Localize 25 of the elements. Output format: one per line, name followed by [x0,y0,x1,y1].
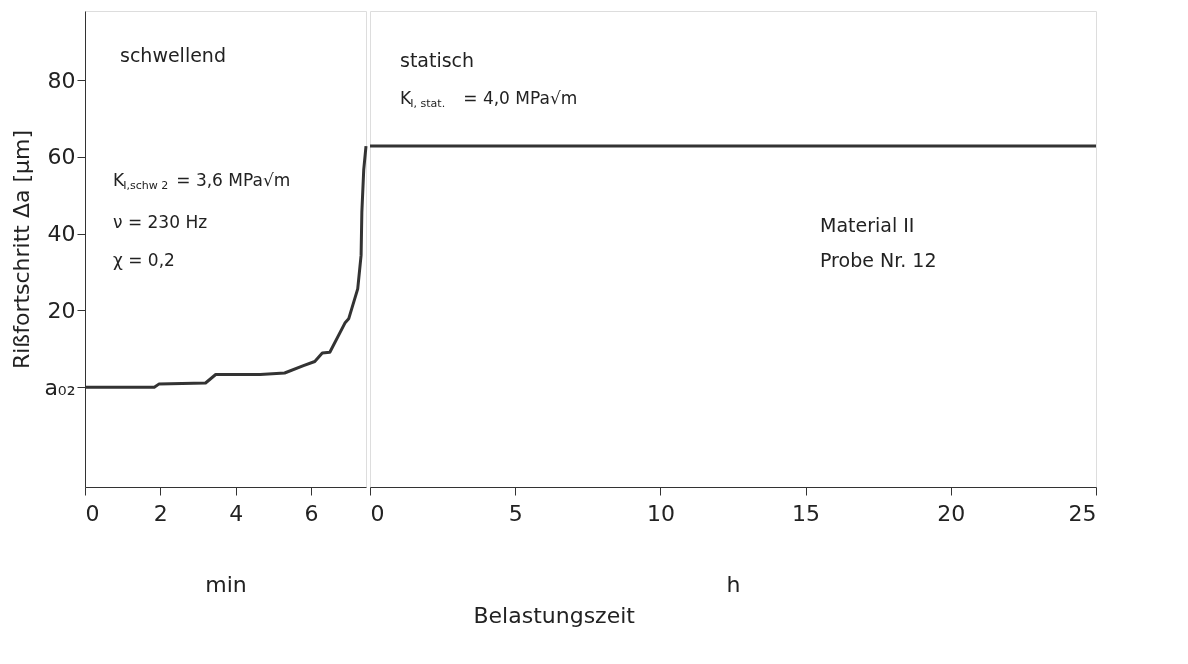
x-tick-label: 10 [646,500,675,526]
x-tick-label: 20 [937,500,966,526]
x-tick-label: 5 [508,500,523,526]
annotation: schwellend [120,44,226,66]
annotation: Probe Nr. 12 [820,249,937,271]
annotation: Material II [820,214,915,236]
x-tick-label: 0 [85,500,100,526]
text: Belastungszeit [473,602,636,628]
y-tick-label: 40 [47,221,76,247]
x-tick-label: 4 [229,500,244,526]
y-axis-title: Rißfortschritt Δa [μm] [9,129,35,370]
x-tick-label: 25 [1068,500,1097,526]
annotation: χ = 0,2 [113,250,175,270]
y-tick-label: 60 [47,144,76,170]
x-tick-label: 6 [304,500,319,526]
y-tick-label: a₀₂ [44,374,76,400]
x-tick-label: 2 [153,500,168,526]
x-axis-title: h [726,571,741,597]
x-tick-label: 15 [792,500,821,526]
annotation: ν = 230 Hz [113,212,208,232]
y-tick-label: 80 [47,67,76,93]
x-tick-label: 0 [370,500,385,526]
y-tick-label: 20 [47,297,76,323]
annotation: statisch [400,49,475,71]
x-axis-title: min [205,571,247,597]
